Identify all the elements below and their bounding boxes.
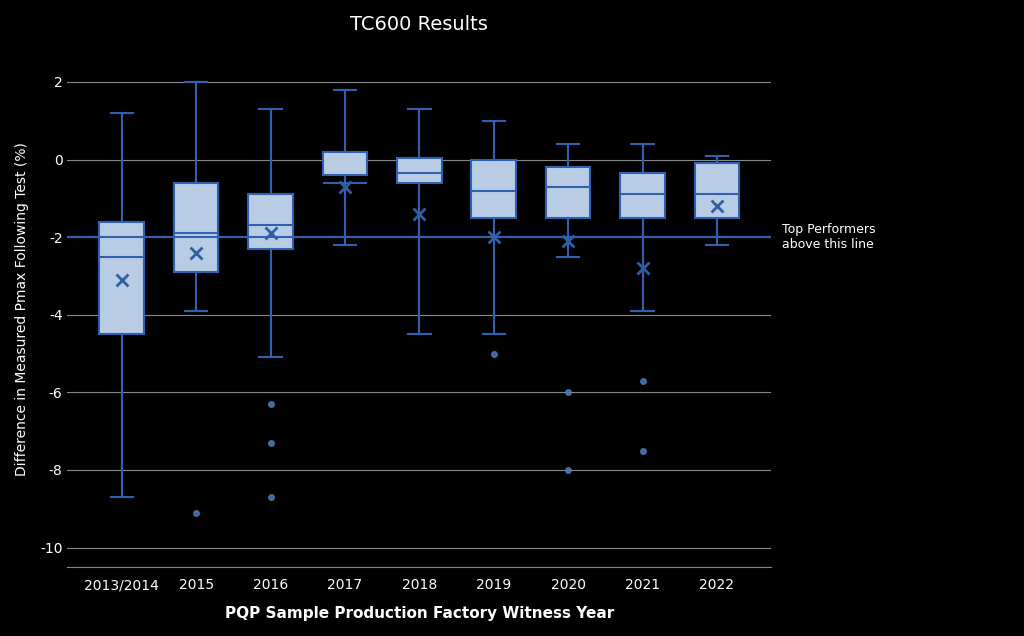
PathPatch shape [174,183,218,272]
Text: Top Performers
above this line: Top Performers above this line [782,223,876,251]
PathPatch shape [471,160,516,218]
PathPatch shape [546,167,591,218]
PathPatch shape [323,152,368,175]
PathPatch shape [99,221,144,334]
PathPatch shape [397,158,441,183]
PathPatch shape [621,173,665,218]
Title: TC600 Results: TC600 Results [350,15,488,34]
Y-axis label: Difference in Measured Pmax Following Test (%): Difference in Measured Pmax Following Te… [15,142,29,476]
X-axis label: PQP Sample Production Factory Witness Year: PQP Sample Production Factory Witness Ye… [224,606,614,621]
PathPatch shape [694,163,739,218]
PathPatch shape [248,195,293,249]
